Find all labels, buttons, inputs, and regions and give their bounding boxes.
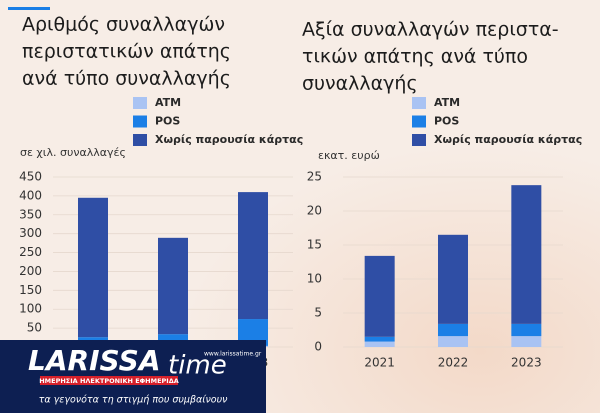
x-tick-label: 2022 [438,356,469,370]
logo-tagline: ΗΜΕΡΗΣΙΑ ΗΛΕΚΤΡΟΝΙΚΗ ΕΦΗΜΕΡΙΔΑ [39,377,179,385]
legend-swatch [412,134,426,146]
x-tick-label: 2023 [511,356,542,370]
legend-label: Χωρίς παρουσία κάρτας [155,133,303,146]
unit-label: σε χιλ. συναλλαγές [20,146,126,159]
y-tick-label: 250 [19,245,42,259]
y-tick-label: 400 [19,188,42,202]
y-tick-label: 20 [307,204,322,218]
chart-title: ανά τύπο συναλλαγής [22,68,231,90]
legend-label: POS [434,115,459,128]
legend-swatch [133,97,147,109]
chart-title: τικών απάτης ανά τύπο [302,46,528,68]
legend-label: ATM [434,96,460,109]
bar-segment [364,255,395,337]
y-tick-label: 0 [314,340,322,354]
bar-segment [238,192,268,320]
legend-label: ATM [155,96,181,109]
legend-swatch [412,115,426,128]
y-tick-label: 350 [19,207,42,221]
chart-title: περιστατικών απάτης [22,41,231,63]
bar-segment [158,237,188,335]
logo-name2: time [168,351,227,381]
chart-title: συναλλαγής [302,73,418,95]
y-tick-label: 450 [19,170,42,184]
y-tick-label: 100 [19,302,42,316]
legend-label: POS [155,115,180,128]
y-tick-label: 5 [314,306,322,320]
bar-segment [364,341,395,347]
legend-swatch [133,115,147,128]
accent-line [8,7,50,10]
charts: Αριθμός συναλλαγών περιστατικών απάτης ανά… [19,14,582,370]
bar-segment [511,336,542,347]
logo-url: www.larissatime.gr [204,351,262,358]
y-tick-label: 300 [19,226,42,240]
y-tick-label: 10 [307,272,322,286]
logo-name: LARISSA [28,344,161,377]
legend-swatch [412,97,426,109]
legend-swatch [133,134,147,146]
y-tick-label: 200 [19,264,42,278]
x-tick-label: 2021 [364,356,395,370]
chart-title: Αξία συναλλαγών περιστα- [302,19,559,41]
y-tick-label: 150 [19,283,42,297]
y-tick-label: 25 [307,170,322,184]
bar-segment [511,185,542,324]
logo-band [40,376,178,385]
bar-segment [438,336,468,347]
bar-segment [511,323,542,337]
chart-title: Αριθμός συναλλαγών [22,14,225,36]
logo-slogan: τα γεγονότα τη στιγμή που συμβαίνουν [39,395,229,406]
bar-segment [364,336,395,342]
logo: LARISSA time www.larissatime.gr ΗΜΕΡΗΣΙΑ… [0,340,266,413]
y-tick-label: 50 [27,321,42,335]
bar-segment [438,323,468,337]
unit-label: εκατ. ευρώ [318,149,380,162]
bar-segment [438,234,468,324]
y-tick-label: 15 [307,238,322,252]
bar-segment [78,197,108,338]
legend-label: Χωρίς παρουσία κάρτας [434,133,582,146]
